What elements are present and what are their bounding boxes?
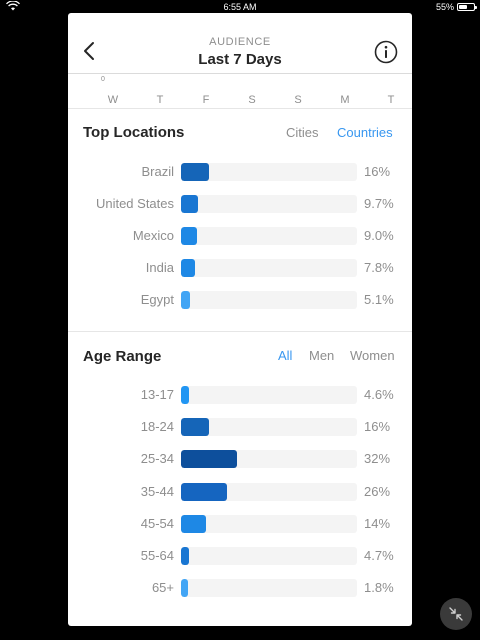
top-locations-title: Top Locations — [83, 124, 185, 141]
age-label: 65+ — [151, 580, 174, 595]
age-bar — [181, 483, 227, 501]
location-percent: 7.8% — [364, 260, 394, 275]
age-row: 55-64 4.7% — [68, 547, 412, 565]
age-label: 25-34 — [140, 451, 174, 466]
tab-countries[interactable]: Countries — [337, 125, 393, 140]
age-bar — [181, 450, 237, 468]
age-row: 13-17 4.6% — [68, 386, 412, 404]
tab-all[interactable]: All — [278, 348, 293, 363]
age-label: 18-24 — [140, 419, 174, 434]
location-percent: 9.0% — [364, 228, 394, 243]
day-label: S — [248, 94, 256, 106]
day-label: F — [202, 94, 210, 106]
age-bar-track — [181, 547, 357, 565]
tab-cities[interactable]: Cities — [286, 125, 319, 140]
day-label: T — [387, 94, 395, 106]
age-bar-track — [181, 450, 357, 468]
age-bar — [181, 386, 189, 404]
day-label: W — [107, 94, 119, 106]
location-label: Mexico — [132, 228, 174, 243]
day-label: M — [340, 94, 350, 106]
age-bar-track — [181, 483, 357, 501]
age-label: 45-54 — [140, 516, 174, 531]
location-row: Brazil 16% — [68, 163, 412, 181]
age-bar — [181, 418, 209, 436]
tab-women[interactable]: Women — [350, 348, 395, 363]
location-label: Egypt — [140, 292, 174, 307]
location-bar — [181, 163, 209, 181]
axis-tick-zero: 0 — [101, 76, 105, 83]
age-percent: 16% — [364, 419, 391, 434]
age-bar-track — [181, 418, 357, 436]
info-icon[interactable] — [374, 40, 398, 64]
age-percent: 1.8% — [364, 580, 394, 595]
age-bar-track — [181, 515, 357, 533]
age-row: 65+ 1.8% — [68, 579, 412, 597]
location-row: Mexico 9.0% — [68, 227, 412, 245]
age-label: 13-17 — [140, 387, 174, 402]
age-bar — [181, 515, 206, 533]
age-label: 35-44 — [140, 484, 174, 499]
chevron-left-icon[interactable] — [78, 39, 102, 63]
age-bar — [181, 547, 190, 565]
age-range-title: Age Range — [83, 348, 162, 365]
age-label: 55-64 — [140, 548, 174, 563]
location-bar-track — [181, 163, 357, 181]
age-row: 35-44 26% — [68, 483, 412, 501]
age-bar — [181, 579, 188, 597]
minimize-arrows-icon — [449, 607, 463, 621]
status-time: 6:55 AM — [223, 2, 257, 12]
header: AUDIENCE Last 7 Days — [68, 13, 412, 74]
battery-indicator: 55% — [435, 2, 477, 12]
page-title: Last 7 Days — [198, 51, 282, 68]
location-bar — [181, 195, 198, 213]
location-row: India 7.8% — [68, 259, 412, 277]
age-percent: 26% — [364, 484, 391, 499]
location-percent: 5.1% — [364, 292, 394, 307]
day-label: S — [294, 94, 302, 106]
age-percent: 4.6% — [364, 387, 394, 402]
day-axis: 0 W T F S S M T — [68, 76, 412, 108]
location-row: United States 9.7% — [68, 195, 412, 213]
divider — [68, 331, 412, 332]
age-percent: 4.7% — [364, 548, 394, 563]
wifi-icon — [6, 1, 20, 11]
location-label: United States — [95, 196, 174, 211]
day-label: T — [156, 94, 164, 106]
location-percent: 9.7% — [364, 196, 394, 211]
divider — [68, 108, 412, 109]
minimize-button[interactable] — [440, 598, 472, 630]
location-bar — [181, 227, 197, 245]
location-label: India — [145, 260, 174, 275]
location-bar-track — [181, 195, 357, 213]
tab-men[interactable]: Men — [309, 348, 335, 363]
age-percent: 32% — [364, 451, 391, 466]
battery-percent: 55% — [435, 2, 454, 12]
age-percent: 14% — [364, 516, 391, 531]
status-bar: 6:55 AM 55% — [0, 0, 480, 14]
location-label: Brazil — [141, 164, 174, 179]
location-bar — [181, 259, 195, 277]
audience-card: AUDIENCE Last 7 Days 0 W T F S S M T Top… — [68, 13, 412, 626]
location-bar-track — [181, 227, 357, 245]
location-bar — [181, 291, 190, 309]
location-bar-track — [181, 259, 357, 277]
location-bar-track — [181, 291, 357, 309]
age-row: 18-24 16% — [68, 418, 412, 436]
location-row: Egypt 5.1% — [68, 291, 412, 309]
header-subtitle: AUDIENCE — [209, 36, 271, 48]
age-row: 25-34 32% — [68, 450, 412, 468]
age-bar-track — [181, 386, 357, 404]
battery-icon — [457, 3, 477, 11]
location-percent: 16% — [364, 164, 391, 179]
age-row: 45-54 14% — [68, 515, 412, 533]
age-bar-track — [181, 579, 357, 597]
